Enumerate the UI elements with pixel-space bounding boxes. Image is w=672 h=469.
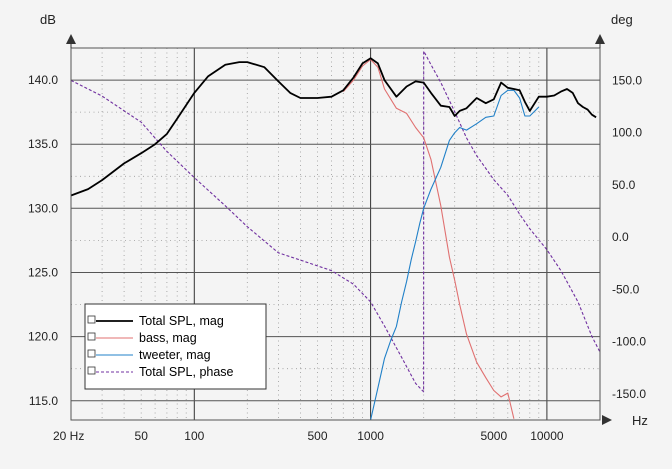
x-tick-label: 5000: [480, 429, 507, 443]
series-line-bass-mag: [342, 58, 515, 419]
right-axis-arrow-icon: [595, 34, 605, 44]
series-line-total-spl-phase: [70, 50, 601, 393]
legend: Total SPL, mag bass, mag tweeter, mag Total…: [84, 303, 267, 390]
left-tick-label: 135.0: [28, 137, 58, 151]
left-axis-arrow-icon: [66, 34, 76, 44]
left-tick-label: 130.0: [28, 201, 58, 215]
legend-label: bass, mag: [139, 331, 197, 345]
left-tick-label: 115.0: [29, 394, 58, 408]
x-tick-label: 500: [307, 429, 327, 443]
left-axis-unit: dB: [40, 12, 56, 27]
plot-series: [70, 50, 601, 421]
left-tick-label: 125.0: [28, 266, 58, 280]
legend-label: Total SPL, phase: [139, 365, 234, 379]
axis-tick-labels: 140.0 135.0 130.0 125.0 120.0 115.0 150.0 100.0…: [28, 73, 646, 443]
legend-checkbox[interactable]: [87, 332, 96, 341]
axis-arrows: [66, 34, 612, 425]
left-tick-label: 120.0: [28, 330, 58, 344]
x-axis-arrow-icon: [602, 415, 612, 425]
right-axis-unit: deg: [611, 12, 633, 27]
legend-label: tweeter, mag: [139, 348, 211, 362]
legend-checkbox[interactable]: [87, 366, 96, 375]
x-tick-label: 100: [184, 429, 204, 443]
right-tick-label: 0.0: [612, 230, 629, 244]
legend-checkbox[interactable]: [87, 349, 96, 358]
x-tick-label: 10000: [530, 429, 564, 443]
legend-box: [84, 303, 267, 390]
legend-label: Total SPL, mag: [139, 314, 224, 328]
right-tick-label: 50.0: [612, 178, 636, 192]
x-tick-label: 20 Hz: [53, 429, 84, 443]
legend-checkbox[interactable]: [87, 315, 96, 324]
x-tick-label: 50: [135, 429, 149, 443]
x-axis-unit: Hz: [632, 413, 648, 428]
right-tick-label: 100.0: [612, 126, 642, 140]
right-tick-label: -50.0: [612, 282, 640, 296]
plot-frame: [70, 47, 601, 421]
right-tick-label: -150.0: [612, 387, 646, 401]
x-tick-label: 1000: [357, 429, 384, 443]
series-line-total-spl-mag: [70, 57, 597, 197]
right-tick-label: -100.0: [612, 335, 646, 349]
right-tick-label: 150.0: [612, 73, 642, 87]
series-line-tweeter-mag: [370, 89, 540, 421]
left-tick-label: 140.0: [28, 73, 58, 87]
